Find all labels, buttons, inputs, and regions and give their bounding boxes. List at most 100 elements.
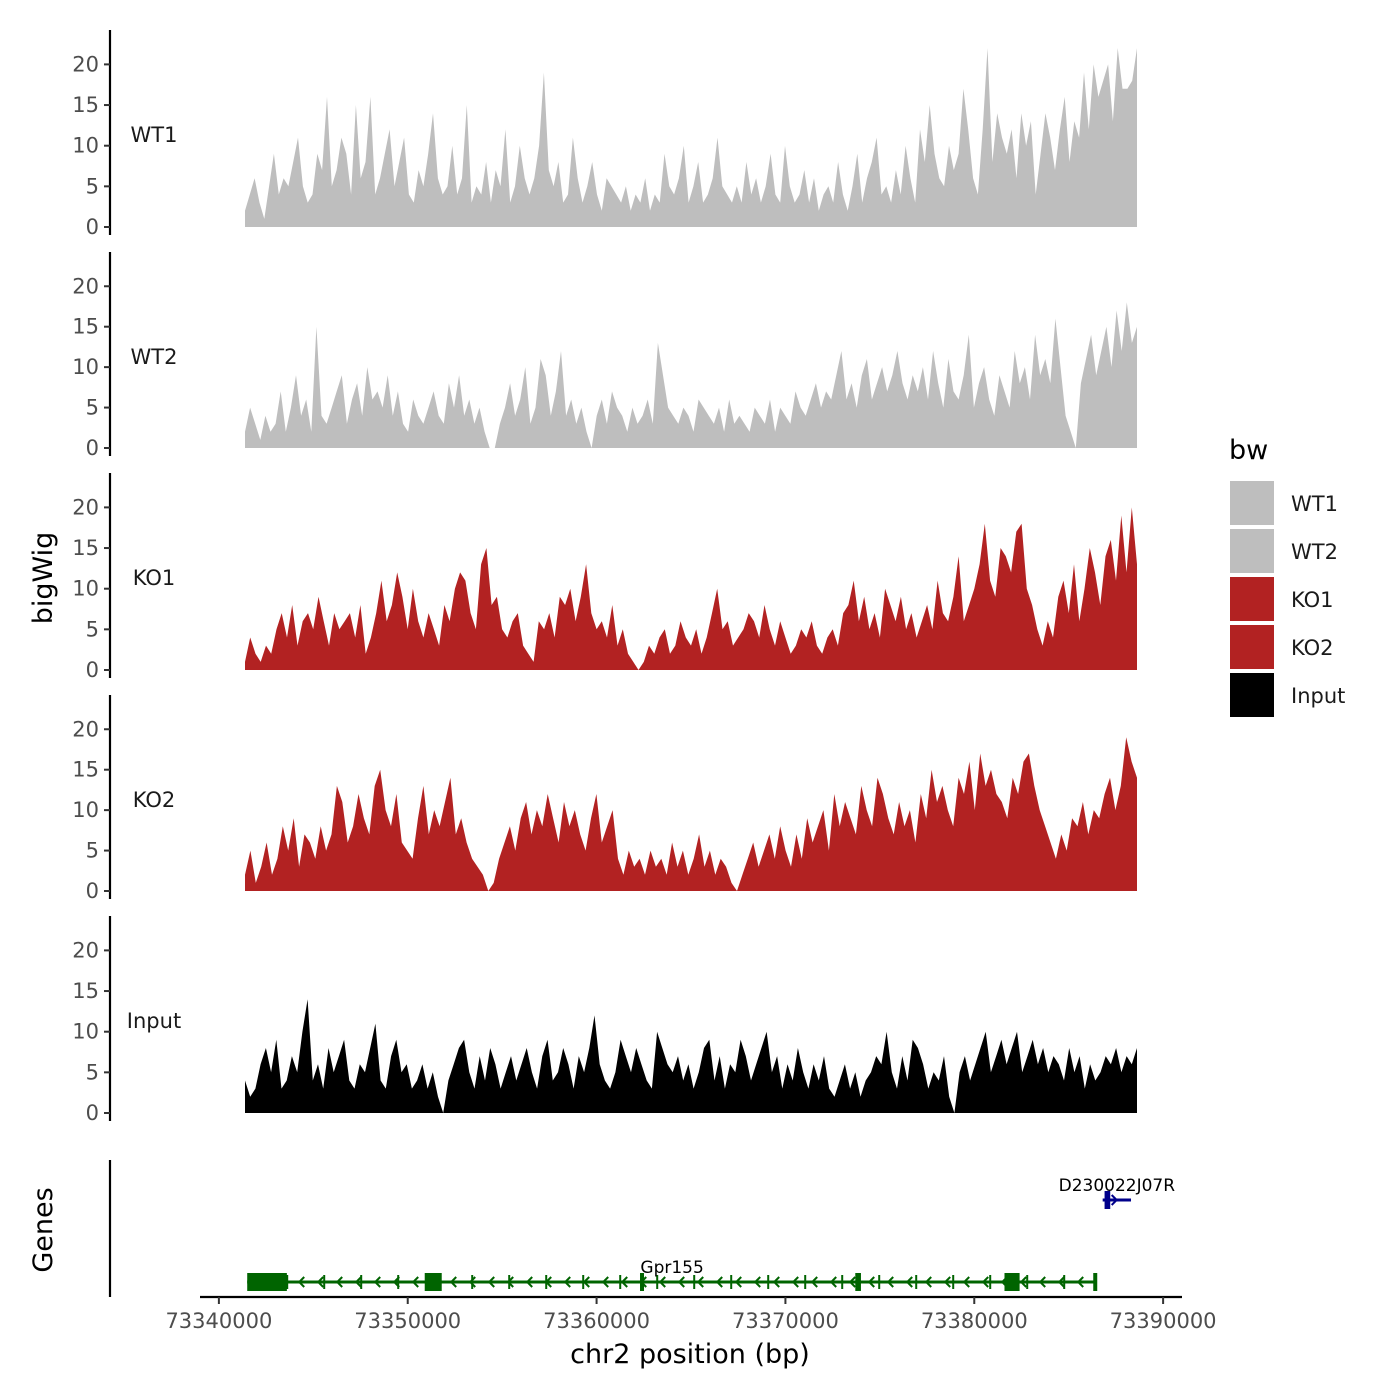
strand-arrow <box>411 1276 419 1288</box>
strand-arrow <box>658 1276 666 1288</box>
strand-arrow <box>829 1276 837 1288</box>
legend-label-WT1: WT1 <box>1291 492 1338 516</box>
legend-label-KO1: KO1 <box>1291 588 1334 612</box>
panel-label-KO1: KO1 <box>133 566 176 590</box>
strand-arrow <box>620 1276 628 1288</box>
strand-arrow <box>1110 1194 1119 1206</box>
signal-panels: 0 5 10 15 20 WT1 0 5 10 15 20 WT2 0 5 10 15 20 KO1 0 5 10 15 2… <box>72 30 1137 1125</box>
gene-label: Gpr155 <box>640 1258 703 1278</box>
area-WT1 <box>245 48 1137 227</box>
y-tick-label: 0 <box>86 215 99 239</box>
strand-arrow <box>563 1276 571 1288</box>
y-tick-label: 0 <box>86 658 99 682</box>
exon <box>247 1273 287 1291</box>
legend-key-WT1 <box>1228 479 1276 527</box>
strand-arrow <box>449 1276 457 1288</box>
panel-label-WT1: WT1 <box>131 123 178 147</box>
strand-arrow <box>696 1276 704 1288</box>
legend-key-WT2 <box>1228 527 1276 575</box>
strand-arrow <box>791 1276 799 1288</box>
strand-arrow <box>810 1276 818 1288</box>
exon <box>1004 1273 1020 1291</box>
panel-label-Input: Input <box>127 1009 181 1033</box>
legend-label-Input: Input <box>1291 684 1345 708</box>
panel-WT1: 0 5 10 15 20 WT1 <box>72 30 1137 239</box>
strand-arrow <box>1019 1276 1027 1288</box>
panel-KO1: 0 5 10 15 20 KO1 <box>72 473 1137 682</box>
strand-arrow <box>335 1276 343 1288</box>
legend-label-WT2: WT2 <box>1291 540 1338 564</box>
x-axis-title: chr2 position (bp) <box>570 1339 810 1370</box>
strand-arrow <box>905 1276 913 1288</box>
area-KO2 <box>245 737 1137 891</box>
strand-arrow <box>848 1276 856 1288</box>
y-tick-label: 5 <box>86 617 99 641</box>
y-axis-title: bigWig <box>28 532 59 625</box>
strand-arrow <box>867 1276 875 1288</box>
strand-arrow <box>1076 1276 1084 1288</box>
legend: bw WT1 WT2 KO1 KO2 Input <box>1228 435 1345 719</box>
area-Input <box>245 999 1137 1113</box>
x-tick-label: 73380000 <box>921 1309 1028 1333</box>
exon <box>1104 1191 1111 1209</box>
strand-arrow <box>354 1276 362 1288</box>
panel-WT2: 0 5 10 15 20 WT2 <box>72 252 1137 460</box>
y-tick-label: 15 <box>72 315 99 339</box>
strand-arrow <box>468 1276 476 1288</box>
gene-D230022J07Rik: D230022J07R <box>1059 1176 1176 1209</box>
area-WT2 <box>245 302 1137 448</box>
panel-label-WT2: WT2 <box>131 345 178 369</box>
y-tick-label: 0 <box>86 1101 99 1125</box>
x-tick-label: 73390000 <box>1110 1309 1217 1333</box>
strand-arrow <box>734 1276 742 1288</box>
y-tick-label: 15 <box>72 758 99 782</box>
strand-arrow <box>943 1276 951 1288</box>
strand-arrow <box>677 1276 685 1288</box>
strand-arrow <box>924 1276 932 1288</box>
y-tick-label: 5 <box>86 174 99 198</box>
y-tick-label: 0 <box>86 879 99 903</box>
x-tick-label: 73370000 <box>732 1309 839 1333</box>
legend-key-KO2 <box>1228 623 1276 671</box>
y-tick-label: 10 <box>72 798 99 822</box>
strand-arrow <box>373 1276 381 1288</box>
y-tick-label: 20 <box>72 495 99 519</box>
x-axis: 73340000 73350000 73360000 73370000 73380000… <box>165 1295 1217 1333</box>
y-tick-label: 10 <box>72 1020 99 1044</box>
y-tick-label: 20 <box>72 717 99 741</box>
y-tick-label: 10 <box>72 577 99 601</box>
y-tick-label: 0 <box>86 436 99 460</box>
y-tick-label: 5 <box>86 839 99 863</box>
panel-label-KO2: KO2 <box>133 788 176 812</box>
y-tick-label: 20 <box>72 274 99 298</box>
strand-arrow <box>487 1276 495 1288</box>
strand-arrow <box>316 1276 324 1288</box>
y-tick-label: 20 <box>72 52 99 76</box>
gene-Gpr155: Gpr155 <box>247 1258 1098 1291</box>
y-tick-label: 15 <box>72 979 99 1003</box>
strand-arrow <box>1038 1276 1046 1288</box>
legend-label-KO2: KO2 <box>1291 636 1334 660</box>
strand-arrow <box>601 1276 609 1288</box>
exon <box>855 1273 861 1291</box>
x-tick-label: 73360000 <box>543 1309 650 1333</box>
strand-arrow <box>886 1276 894 1288</box>
x-tick-label: 73340000 <box>165 1309 272 1333</box>
y-tick-label: 5 <box>86 396 99 420</box>
strand-arrow <box>297 1276 305 1288</box>
gene-label: D230022J07R <box>1059 1176 1176 1196</box>
area-KO1 <box>245 507 1137 670</box>
strand-arrow <box>962 1276 970 1288</box>
y-tick-label: 10 <box>72 134 99 158</box>
strand-arrow <box>1057 1276 1065 1288</box>
y-tick-label: 10 <box>72 355 99 379</box>
gene-track: Gpr155 D230022J07R <box>108 1160 1176 1297</box>
panel-KO2: 0 5 10 15 20 KO2 <box>72 695 1137 903</box>
strand-arrow <box>981 1276 989 1288</box>
panel-Input: 0 5 10 15 20 Input <box>72 916 1137 1125</box>
legend-key-KO1 <box>1228 575 1276 623</box>
strand-arrow <box>715 1276 723 1288</box>
y-tick-label: 5 <box>86 1060 99 1084</box>
y-tick-label: 15 <box>72 536 99 560</box>
